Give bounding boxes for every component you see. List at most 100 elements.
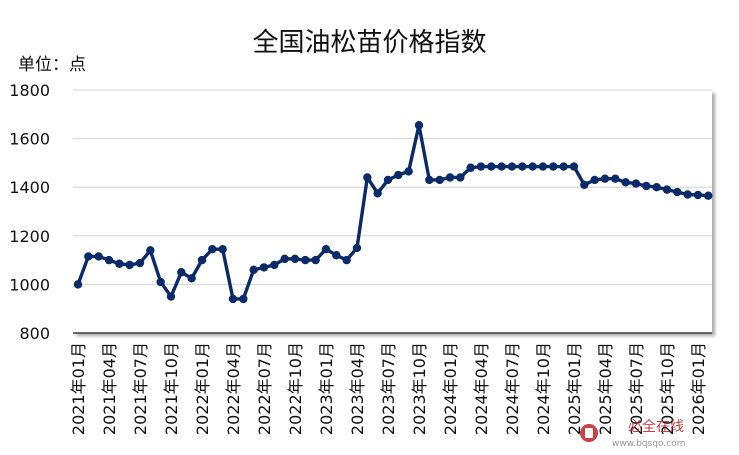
x-tick-label: 2021年07月 bbox=[131, 342, 150, 435]
x-tick-label: 2021年01月 bbox=[69, 342, 88, 435]
data-point bbox=[445, 173, 455, 182]
data-point bbox=[125, 260, 134, 270]
chart-title: 全国油松苗价格指数 bbox=[252, 28, 486, 58]
data-point bbox=[704, 191, 713, 200]
x-tick-label: 2025年10月 bbox=[658, 342, 677, 435]
data-point bbox=[673, 187, 682, 197]
data-point bbox=[569, 162, 579, 171]
data-point bbox=[228, 294, 238, 304]
x-tick-label: 2025年01月 bbox=[565, 342, 584, 435]
plot-background bbox=[73, 90, 712, 333]
x-tick-label: 2024年01月 bbox=[441, 342, 460, 435]
x-tick-label: 2021年04月 bbox=[100, 342, 119, 435]
data-point bbox=[693, 190, 703, 200]
data-point bbox=[73, 280, 83, 289]
data-point bbox=[394, 170, 403, 180]
x-tick-label: 2021年10月 bbox=[162, 342, 181, 435]
x-tick-label: 2022年01月 bbox=[193, 342, 212, 435]
series-line-group bbox=[73, 121, 713, 304]
data-point bbox=[590, 175, 599, 185]
y-axis-unit-label: 单位：点 bbox=[18, 55, 86, 75]
y-axis-tick-labels: 800 1000 1200 1400 1600 1800 bbox=[9, 81, 50, 343]
data-point bbox=[435, 175, 444, 185]
data-point bbox=[559, 162, 568, 171]
x-tick-label: 2024年04月 bbox=[472, 342, 491, 435]
data-point bbox=[311, 255, 320, 265]
data-point bbox=[631, 179, 641, 188]
data-point bbox=[352, 243, 362, 253]
data-point bbox=[683, 190, 692, 199]
data-point bbox=[456, 173, 465, 182]
data-point bbox=[301, 255, 310, 265]
y-tick-label: 1000 bbox=[9, 275, 50, 294]
watermark: 必全在线 www.bqsqo.com bbox=[580, 418, 685, 449]
x-tick-label: 2022年04月 bbox=[224, 342, 243, 435]
data-point bbox=[280, 254, 289, 264]
data-point bbox=[487, 162, 496, 171]
x-tick-label: 2023年01月 bbox=[317, 342, 336, 435]
data-point bbox=[321, 244, 331, 254]
data-point bbox=[94, 252, 103, 261]
x-tick-label: 2022年10月 bbox=[286, 342, 305, 435]
data-point bbox=[146, 246, 155, 255]
data-point bbox=[642, 181, 651, 191]
data-point bbox=[373, 189, 382, 198]
watermark-url: www.bqsqo.com bbox=[612, 439, 685, 449]
data-point bbox=[611, 174, 620, 183]
y-tick-label: 1600 bbox=[9, 130, 50, 149]
data-point bbox=[363, 173, 372, 182]
data-point bbox=[538, 162, 548, 171]
logo-icon-mark bbox=[585, 428, 593, 438]
data-point bbox=[218, 244, 227, 254]
data-point bbox=[259, 263, 269, 272]
data-point bbox=[652, 183, 661, 192]
data-point bbox=[528, 162, 537, 171]
x-tick-label: 2023年07月 bbox=[379, 342, 398, 435]
data-point bbox=[476, 162, 486, 171]
x-tick-label: 2024年10月 bbox=[534, 342, 553, 435]
data-point bbox=[239, 294, 248, 304]
data-point bbox=[580, 180, 589, 189]
data-point bbox=[662, 185, 672, 194]
data-point bbox=[84, 252, 93, 261]
data-point bbox=[600, 174, 610, 183]
y-tick-label: 800 bbox=[19, 324, 50, 343]
data-point bbox=[197, 255, 207, 265]
data-point bbox=[518, 162, 527, 171]
y-tick-label: 1200 bbox=[9, 227, 50, 246]
x-tick-label: 2025年04月 bbox=[596, 342, 615, 435]
data-point bbox=[270, 260, 279, 270]
x-tick-label: 2023年04月 bbox=[348, 342, 367, 435]
data-point bbox=[383, 175, 393, 185]
data-point bbox=[404, 167, 413, 176]
data-point bbox=[135, 258, 145, 268]
x-tick-label: 2024年07月 bbox=[503, 342, 522, 435]
x-tick-label: 2023年10月 bbox=[410, 342, 429, 435]
data-point bbox=[290, 254, 300, 264]
x-axis-tick-labels: 2021年01月 2021年04月 2021年07月 2021年10月 2022年01月… bbox=[69, 342, 708, 435]
data-point bbox=[166, 292, 176, 301]
y-tick-label: 1400 bbox=[9, 178, 50, 197]
y-tick-label: 1800 bbox=[9, 81, 50, 100]
data-point bbox=[507, 162, 517, 171]
logo-icon bbox=[580, 424, 598, 442]
data-point bbox=[621, 178, 630, 187]
data-point bbox=[414, 121, 424, 130]
data-point bbox=[104, 255, 114, 265]
data-point bbox=[187, 274, 196, 283]
watermark-name: 必全在线 bbox=[628, 418, 684, 435]
data-point bbox=[208, 244, 217, 254]
data-point bbox=[177, 268, 186, 277]
data-point bbox=[466, 163, 475, 172]
data-point bbox=[549, 162, 558, 171]
data-point bbox=[115, 259, 124, 268]
x-tick-label: 2022年07月 bbox=[255, 342, 274, 435]
x-tick-label: 2025年07月 bbox=[627, 342, 646, 435]
data-point bbox=[342, 255, 351, 265]
data-point bbox=[332, 251, 341, 260]
plot-area bbox=[73, 89, 712, 334]
data-point bbox=[156, 277, 165, 287]
data-point bbox=[249, 265, 258, 275]
data-point bbox=[425, 175, 434, 185]
